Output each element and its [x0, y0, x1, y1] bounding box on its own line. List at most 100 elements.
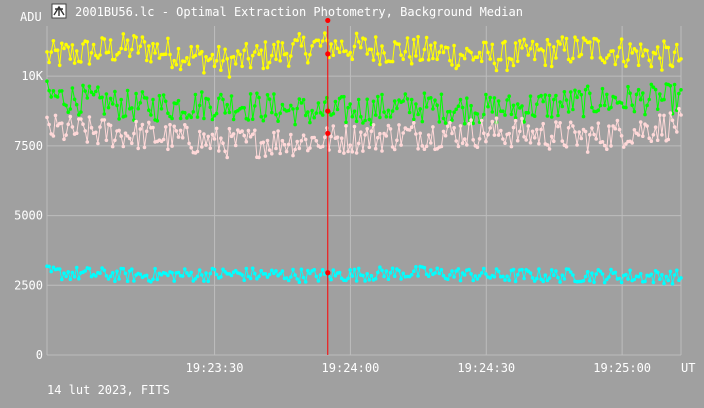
data-point	[138, 127, 143, 131]
data-point	[660, 68, 664, 72]
data-point	[113, 58, 117, 62]
data-point	[125, 279, 130, 284]
data-point	[571, 124, 575, 128]
data-point	[412, 37, 416, 42]
data-point	[373, 35, 378, 39]
data-point	[448, 120, 452, 125]
data-point	[329, 42, 333, 46]
data-point	[558, 280, 562, 284]
data-point	[98, 125, 102, 129]
data-point	[382, 51, 386, 55]
data-point	[367, 278, 372, 282]
data-point	[197, 268, 202, 272]
data-point	[403, 92, 408, 96]
data-point	[174, 62, 179, 67]
data-point	[187, 141, 191, 146]
data-point	[286, 108, 291, 113]
data-point	[556, 113, 560, 118]
data-point	[151, 277, 155, 282]
data-point	[102, 268, 107, 273]
data-point	[496, 133, 501, 137]
data-point	[507, 131, 512, 136]
series-0	[45, 31, 683, 79]
data-point	[380, 149, 384, 153]
data-point	[70, 86, 75, 90]
plot-area[interactable]: 0 2500 5000 7500 10K 19:23:30 19:24:00 19:24:30…	[14, 17, 683, 375]
data-point	[157, 93, 162, 98]
telescope-icon[interactable]	[51, 3, 67, 19]
data-point	[348, 268, 353, 272]
data-point	[208, 105, 213, 110]
data-point	[602, 60, 607, 65]
data-point	[636, 63, 641, 68]
data-point	[320, 268, 325, 272]
data-point	[219, 68, 223, 72]
data-point	[297, 97, 302, 101]
data-point	[337, 50, 342, 55]
data-point	[501, 109, 505, 113]
data-point	[579, 92, 584, 97]
data-point	[113, 279, 117, 284]
data-point	[552, 45, 556, 49]
data-point	[132, 279, 136, 283]
data-point	[354, 119, 359, 124]
data-point	[653, 125, 658, 129]
data-point	[130, 47, 134, 52]
data-point	[651, 133, 656, 137]
data-point	[187, 273, 191, 278]
data-point	[522, 37, 526, 42]
data-point	[378, 131, 382, 136]
data-point	[172, 58, 176, 63]
data-point	[87, 266, 92, 271]
data-point	[390, 145, 395, 149]
data-point	[202, 132, 206, 136]
data-point	[376, 135, 380, 140]
data-point	[541, 279, 545, 284]
data-point	[276, 119, 280, 123]
data-point	[87, 115, 92, 119]
data-point	[166, 36, 170, 41]
x-tick-label: 19:25:00	[593, 361, 651, 375]
data-point	[630, 141, 634, 145]
data-point	[382, 110, 386, 114]
data-point	[632, 47, 637, 51]
data-point	[185, 271, 189, 275]
data-point	[390, 266, 395, 271]
data-point	[81, 42, 85, 46]
data-point	[558, 121, 562, 125]
data-point	[535, 127, 539, 132]
data-point	[407, 110, 412, 115]
data-point	[605, 92, 609, 97]
data-point	[183, 123, 187, 127]
data-point	[494, 116, 499, 120]
data-point	[515, 59, 520, 64]
data-point	[522, 120, 526, 124]
data-point	[429, 43, 433, 48]
data-point	[617, 45, 622, 50]
data-point	[263, 272, 268, 276]
data-point	[441, 129, 446, 134]
data-point	[166, 273, 170, 278]
data-point	[136, 106, 140, 111]
data-point	[284, 149, 289, 154]
data-point	[339, 136, 344, 140]
data-point	[365, 97, 370, 102]
data-point	[110, 271, 115, 275]
data-point	[526, 124, 531, 128]
data-point	[446, 124, 450, 129]
data-point	[577, 130, 581, 134]
data-point	[66, 45, 70, 49]
data-point	[638, 42, 643, 46]
data-point	[342, 151, 346, 155]
data-point	[142, 145, 147, 150]
data-point	[94, 89, 98, 94]
cursor-marker	[325, 108, 331, 114]
data-point	[68, 277, 73, 282]
data-point	[68, 57, 73, 61]
data-point	[151, 125, 155, 130]
data-point	[465, 46, 469, 51]
data-point	[263, 114, 268, 118]
data-point	[265, 65, 270, 70]
data-point	[571, 56, 575, 61]
data-point	[588, 40, 592, 44]
